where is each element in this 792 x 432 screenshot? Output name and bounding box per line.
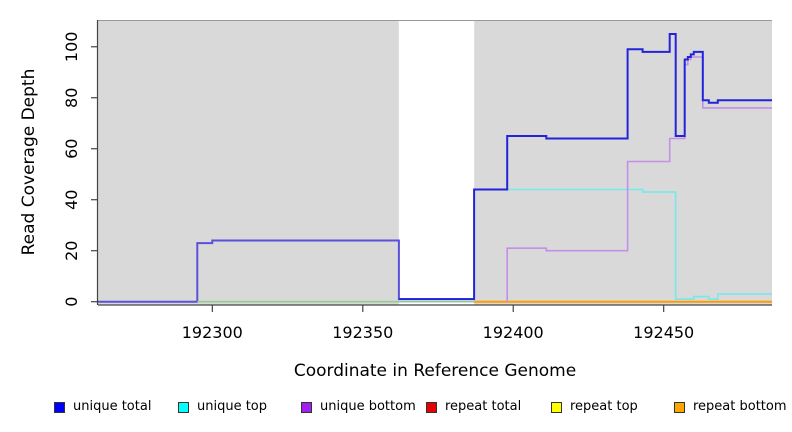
legend-label: repeat bottom — [693, 399, 787, 414]
y-tick-label: 60 — [62, 139, 81, 159]
series-line-unique-top — [474, 188, 772, 300]
y-tick-label: 20 — [62, 241, 81, 261]
y-tick-label: 0 — [62, 297, 81, 307]
white-gap-region — [398, 20, 475, 305]
axes: 0 20 40 60 80 100 192300 192350 192400 192450 — [62, 20, 772, 342]
series-line-unique-bottom — [506, 56, 772, 302]
legend-swatch-unique-top — [178, 401, 189, 413]
y-tick-label: 80 — [62, 88, 81, 108]
legend-swatch-unique-total — [54, 401, 65, 413]
y-tick-label: 40 — [62, 190, 81, 210]
shaded-region — [98, 20, 399, 305]
shaded-region — [474, 20, 772, 305]
legend-label: unique total — [73, 399, 152, 414]
background-bands — [98, 20, 772, 305]
y-axis-title: Read Coverage Depth — [19, 69, 39, 256]
legend-swatch-unique-bottom — [301, 401, 312, 413]
series-line-unique-total — [398, 33, 772, 301]
x-tick-label: 192300 — [182, 323, 243, 342]
legend-swatch-repeat-bottom — [674, 401, 685, 413]
legend-item-repeat-total: repeat total — [426, 400, 521, 414]
x-axis-title: Coordinate in Reference Genome — [294, 361, 576, 381]
x-tick-label: 192450 — [633, 323, 694, 342]
series-line-unique-total-unique-bottom-overlap — [98, 239, 475, 303]
legend-item-unique-top: unique top — [178, 400, 267, 414]
legend-swatch-repeat-total — [426, 401, 437, 413]
y-tick-label: 100 — [62, 32, 81, 63]
x-tick-label: 192400 — [483, 323, 544, 342]
x-tick-label: 192350 — [332, 323, 393, 342]
legend-label: repeat top — [570, 399, 638, 414]
legend-item-repeat-top: repeat top — [551, 400, 638, 414]
series-lines — [98, 33, 772, 303]
legend-swatch-repeat-top — [551, 401, 562, 413]
legend-label: repeat total — [445, 399, 522, 414]
legend-item-unique-bottom: unique bottom — [301, 400, 416, 414]
legend-label: unique top — [197, 399, 268, 414]
legend-item-repeat-bottom: repeat bottom — [674, 400, 787, 414]
legend-item-unique-total: unique total — [54, 400, 151, 414]
legend-label: unique bottom — [320, 399, 416, 414]
